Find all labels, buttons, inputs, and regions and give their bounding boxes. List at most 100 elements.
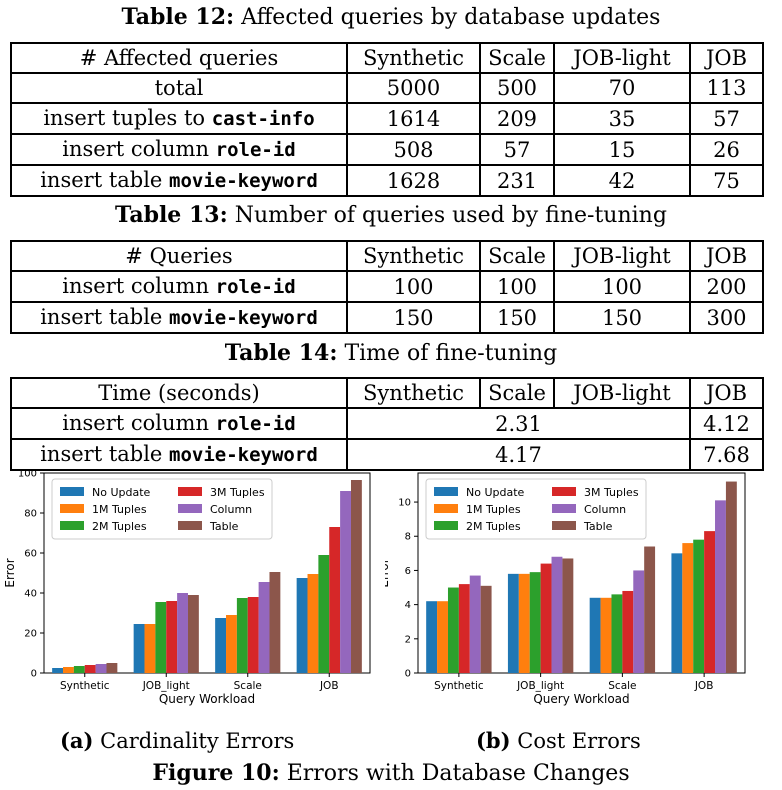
- legend-swatch: [60, 487, 84, 496]
- bar-table: [562, 558, 574, 673]
- bar-no-update: [215, 618, 227, 673]
- legend-label: Table: [209, 520, 239, 533]
- figure-label: Figure 10:: [152, 760, 280, 786]
- bar-3m-tuples: [622, 590, 634, 673]
- legend-swatch: [552, 504, 576, 513]
- bar-2m-tuples: [693, 539, 705, 673]
- y-tick-label: 8: [405, 532, 411, 543]
- subcaption-b-text: Cost Errors: [517, 729, 641, 753]
- legend-box: [51, 478, 273, 540]
- merged-cell: 4.17: [346, 438, 691, 471]
- y-axis-label: Error: [3, 558, 17, 587]
- bar-column: [633, 570, 645, 673]
- bar-table: [644, 546, 656, 673]
- row-label-code: role-id: [215, 139, 296, 161]
- table-cell: 300: [689, 301, 764, 334]
- column-header: JOB-light: [553, 240, 691, 272]
- table-row: insert table movie-keyword 4.17 7.68: [10, 438, 764, 471]
- legend-swatch: [434, 521, 458, 530]
- bar-2m-tuples: [611, 594, 623, 673]
- bar-1m-tuples: [307, 574, 319, 673]
- table12-title: Affected queries by database updates: [241, 5, 661, 30]
- y-tick-label: 60: [24, 549, 37, 560]
- subcaption-a-text: Cardinality Errors: [100, 729, 295, 753]
- legend-swatch: [60, 521, 84, 530]
- y-tick-label: 2: [405, 634, 411, 645]
- table13-label: Table 13:: [115, 202, 228, 228]
- bar-1m-tuples: [518, 573, 530, 673]
- bar-no-update: [296, 578, 308, 673]
- bar-table: [187, 595, 199, 673]
- table-cell: 231: [479, 164, 555, 197]
- x-tick-label: Scale: [608, 680, 636, 692]
- cardinality-errors-chart: 0 20 40 60 80 100 Synthetic JOB_light Scale JOB Qu…: [3, 469, 371, 706]
- row-label-cell: total: [10, 72, 348, 104]
- bar-3m-tuples: [84, 665, 96, 673]
- column-header: JOB-light: [553, 377, 691, 409]
- table-row: insert column role-id 100 100 100 200: [10, 270, 764, 303]
- bar-1m-tuples: [682, 543, 694, 673]
- bar-table: [269, 572, 281, 673]
- bar-no-update: [589, 597, 601, 673]
- column-header: Synthetic: [346, 42, 481, 74]
- row-label-code: role-id: [215, 413, 296, 435]
- table-cell: 500: [479, 72, 555, 104]
- bar-column: [340, 491, 351, 673]
- table14-title: Time of fine-tuning: [344, 341, 558, 366]
- table-row: insert table movie-keyword 150 150 150 300: [10, 301, 764, 334]
- table-header-row: # Queries Synthetic Scale JOB-light JOB: [10, 240, 764, 272]
- bar-column: [469, 575, 481, 673]
- bar-no-update: [52, 668, 64, 673]
- legend-label: Column: [584, 503, 626, 516]
- row-label-cell: insert table movie-keyword: [10, 164, 348, 197]
- bar-no-update: [671, 553, 683, 673]
- legend-label: 1M Tuples: [92, 503, 147, 516]
- bar-table: [350, 480, 362, 673]
- legend-box: [425, 478, 647, 540]
- bar-column: [177, 593, 188, 673]
- cost-errors-chart: 0 2 4 6 8 10 Synthetic JOB_light Scale JOB Query W…: [385, 472, 746, 706]
- column-header: Time (seconds): [10, 377, 348, 409]
- bar-column: [715, 500, 726, 673]
- legend-label: 3M Tuples: [584, 486, 639, 499]
- table-row: insert table movie-keyword 1628 231 42 75: [10, 164, 764, 197]
- bar-2m-tuples: [529, 572, 541, 673]
- bar-2m-tuples: [236, 598, 248, 673]
- row-label-text: insert column: [62, 411, 216, 435]
- x-tick-label: JOB_light: [142, 680, 190, 692]
- row-label-cell: insert table movie-keyword: [10, 438, 348, 471]
- bar-2m-tuples: [155, 602, 167, 673]
- bar-1m-tuples: [600, 597, 612, 673]
- row-label-code: cast-info: [211, 108, 315, 130]
- table12: # Affected queries Synthetic Scale JOB-ligh…: [10, 42, 764, 197]
- table13-title: Number of queries used by fine-tuning: [234, 203, 667, 228]
- table-cell: 57: [479, 133, 555, 166]
- table-cell: 150: [346, 301, 481, 334]
- x-tick-label: JOB: [319, 680, 339, 692]
- x-tick-label: JOB: [694, 680, 714, 692]
- bar-1m-tuples: [63, 667, 74, 673]
- legend-swatch: [178, 521, 202, 530]
- legend-swatch: [178, 504, 202, 513]
- legend-label: Column: [210, 503, 252, 516]
- bar-2m-tuples: [318, 555, 330, 673]
- legend-label: 2M Tuples: [466, 520, 521, 533]
- table-cell: 100: [346, 270, 481, 303]
- legend-label: No Update: [466, 486, 525, 499]
- bar-1m-tuples: [437, 601, 448, 673]
- legend-swatch: [60, 504, 84, 513]
- table-cell: 200: [689, 270, 764, 303]
- x-axis-label: Query Workload: [533, 692, 629, 706]
- y-tick-label: 20: [24, 629, 37, 640]
- table-cell: 100: [479, 270, 555, 303]
- x-tick-label: JOB_light: [516, 680, 564, 692]
- table-cell: 57: [689, 102, 764, 135]
- legend-swatch: [552, 487, 576, 496]
- legend-swatch: [552, 521, 576, 530]
- bar-2m-tuples: [73, 666, 85, 673]
- y-tick-label: 6: [405, 566, 411, 577]
- row-label-code: role-id: [215, 276, 296, 298]
- table-cell: 100: [553, 270, 691, 303]
- y-tick-label: 0: [405, 669, 411, 680]
- bar-no-update: [426, 601, 438, 673]
